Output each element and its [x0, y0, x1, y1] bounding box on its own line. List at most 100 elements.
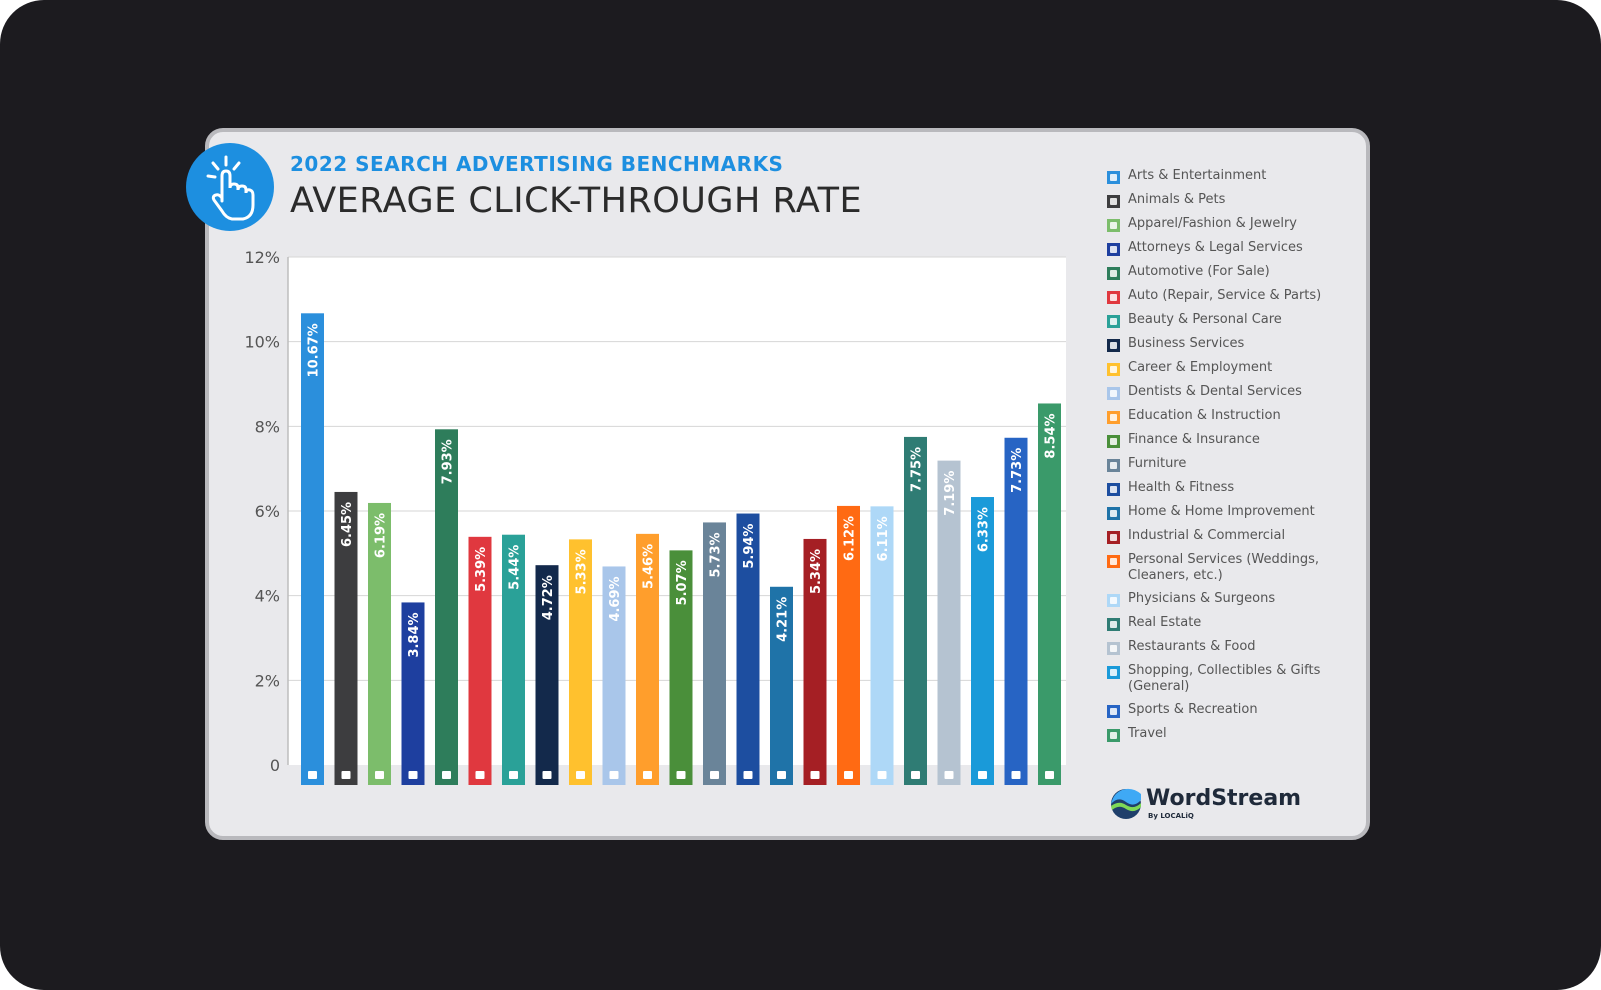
bar-chart: 0 2% 4% 6% 8% 10% 12% 10.67% 6.45% 6.19% 3.84% 7.93…	[244, 248, 1066, 785]
legend-item: Personal Services (Weddings, Cleaners, e…	[1107, 552, 1357, 584]
briefcase-icon	[1107, 363, 1120, 376]
legend-label: Attorneys & Legal Services	[1128, 240, 1303, 255]
legend-label: Career & Employment	[1128, 360, 1273, 375]
bar-data-label: 3.84%	[407, 612, 422, 657]
legend-item: Furniture	[1107, 456, 1357, 472]
house-icon	[1107, 507, 1120, 520]
picture-icon	[1107, 171, 1120, 184]
legend-label: Animals & Pets	[1128, 192, 1226, 207]
bar-icon-glyph	[442, 771, 451, 779]
legend-item: Shopping, Collectibles & Gifts (General)	[1107, 663, 1357, 695]
legend-label: Real Estate	[1128, 615, 1202, 630]
legend-label: Furniture	[1128, 456, 1187, 471]
bar	[602, 566, 626, 765]
legend-item: Apparel/Fashion & Jewelry	[1107, 216, 1357, 232]
legend-item: Education & Instruction	[1107, 408, 1357, 424]
medical-cross-icon	[1107, 594, 1120, 607]
bar-data-label: 5.73%	[709, 532, 724, 577]
legend-item: Career & Employment	[1107, 360, 1357, 376]
chart-title: AVERAGE CLICK-THROUGH RATE	[290, 181, 863, 221]
bar-icon-glyph	[408, 771, 418, 779]
legend-item: Industrial & Commercial	[1107, 528, 1357, 544]
legend-label: Travel	[1128, 726, 1167, 741]
building-icon	[1107, 618, 1120, 631]
y-tick-label: 4%	[255, 587, 280, 606]
bar-icon-glyph	[643, 771, 652, 779]
airplane-icon	[1107, 729, 1120, 742]
bar-data-label: 5.07%	[675, 560, 690, 605]
legend-label: Apparel/Fashion & Jewelry	[1128, 216, 1297, 231]
legend-label: Home & Home Improvement	[1128, 504, 1315, 519]
gift-icon	[1107, 666, 1120, 679]
bar-data-label: 6.33%	[977, 507, 992, 552]
legend-item: Physicians & Surgeons	[1107, 591, 1357, 607]
legend-item: Real Estate	[1107, 615, 1357, 631]
bar-data-label: 6.12%	[843, 516, 858, 561]
bar	[1038, 403, 1061, 765]
legend-label: Auto (Repair, Service & Parts)	[1128, 288, 1322, 303]
bar-icon-glyph	[676, 771, 686, 779]
legend-label: Dentists & Dental Services	[1128, 384, 1302, 399]
chart-legend: Arts & Entertainment Animals & Pets Appare…	[1107, 168, 1357, 750]
legend-item: Business Services	[1107, 336, 1357, 352]
legend-item: Animals & Pets	[1107, 192, 1357, 208]
brush-icon	[1107, 315, 1120, 328]
bar	[636, 533, 659, 765]
legend-item: Auto (Repair, Service & Parts)	[1107, 288, 1357, 304]
bar-icon-glyph	[944, 771, 954, 779]
shirt-icon	[1107, 219, 1120, 232]
hand-icon	[1107, 555, 1120, 568]
bar-data-label: 5.33%	[575, 549, 590, 594]
bar	[971, 497, 994, 765]
tooth-icon	[1107, 387, 1120, 400]
y-tick-label: 2%	[255, 671, 280, 690]
bar	[468, 536, 492, 765]
bar-data-label: 4.72%	[541, 575, 556, 620]
bar-icon-glyph	[542, 771, 552, 779]
bar-data-label: 7.75%	[910, 447, 925, 492]
gavel-icon	[1107, 243, 1120, 256]
bar-icon-glyph	[978, 771, 987, 779]
brand-byline: By LOCALiQ	[1148, 812, 1194, 820]
y-tick-label: 10%	[244, 333, 280, 352]
legend-label: Automotive (For Sale)	[1128, 264, 1270, 279]
bar-icon-glyph	[308, 771, 317, 779]
legend-label: Education & Instruction	[1128, 408, 1281, 423]
legend-label: Beauty & Personal Care	[1128, 312, 1282, 327]
car-key-icon	[1107, 267, 1120, 280]
bar-data-label: 7.19%	[943, 471, 958, 516]
legend-item: Home & Home Improvement	[1107, 504, 1357, 520]
dumbbell-icon	[1107, 483, 1120, 496]
bar-icon-glyph	[609, 771, 619, 779]
bar	[669, 550, 693, 765]
chart-subtitle: 2022 SEARCH ADVERTISING BENCHMARKS	[290, 152, 784, 176]
bar-data-label: 5.46%	[642, 544, 657, 589]
legend-label: Health & Fitness	[1128, 480, 1235, 495]
legend-label: Personal Services (Weddings, Cleaners, e…	[1128, 552, 1320, 583]
legend-item: Travel	[1107, 726, 1357, 742]
legend-label: Physicians & Surgeons	[1128, 591, 1276, 606]
ball-icon	[1107, 705, 1120, 718]
bar	[770, 586, 793, 765]
y-tick-label: 8%	[255, 417, 280, 436]
bar	[736, 513, 760, 765]
bar	[435, 429, 458, 765]
bar	[301, 313, 324, 765]
bar-icon-glyph	[877, 771, 887, 779]
legend-label: Sports & Recreation	[1128, 702, 1258, 717]
bar	[535, 565, 559, 765]
bar	[703, 522, 726, 765]
bar	[1004, 437, 1028, 765]
fork-knife-icon	[1107, 642, 1120, 655]
bar-icon-glyph	[844, 771, 853, 779]
legend-label: Industrial & Commercial	[1128, 528, 1286, 543]
legend-label: Restaurants & Food	[1128, 639, 1256, 654]
paw-icon	[1107, 195, 1120, 208]
wordstream-logo-mark-icon	[1111, 788, 1141, 819]
bar-data-label: 5.94%	[742, 524, 757, 569]
bar-data-label: 10.67%	[307, 323, 322, 377]
bar	[502, 534, 525, 765]
bar-data-label: 6.45%	[340, 502, 355, 547]
bar-data-label: 7.93%	[441, 439, 456, 484]
